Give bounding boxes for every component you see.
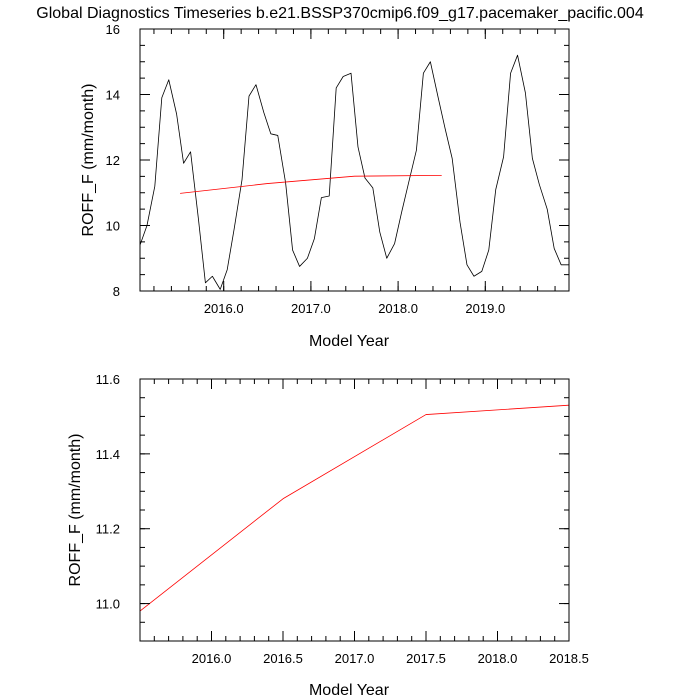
bottom-plot-frame bbox=[139, 378, 570, 642]
top-y-tick-label: 14 bbox=[106, 88, 120, 103]
bottom-x-tick-label: 2016.5 bbox=[263, 651, 303, 666]
bottom-x-tick-label: 2017.0 bbox=[335, 651, 375, 666]
bottom-x-tick-label: 2018.5 bbox=[549, 651, 589, 666]
top-series-line-1 bbox=[180, 174, 442, 194]
top-panel: 2016.0 2017.0 2018.0 2019.0 8 10 12 14 16 Model… bbox=[80, 22, 570, 350]
top-x-tick-label: 2019.0 bbox=[465, 301, 505, 316]
top-y-tick-label: 16 bbox=[106, 22, 120, 37]
bottom-series-line-0 bbox=[139, 404, 570, 612]
top-y-tick-label: 8 bbox=[113, 284, 120, 299]
top-plot-frame bbox=[139, 28, 570, 292]
chart-title: Global Diagnostics Timeseries b.e21.BSSP… bbox=[36, 5, 644, 22]
bottom-x-tick-label: 2018.0 bbox=[478, 651, 518, 666]
bottom-panel: 2016.0 2016.5 2017.0 2017.5 2018.0 2018.5 11.… bbox=[67, 372, 589, 699]
top-y-tick-label: 10 bbox=[106, 219, 120, 234]
bottom-y-axis-label: ROFF_F (mm/month) bbox=[67, 434, 84, 587]
top-y-axis-label: ROFF_F (mm/month) bbox=[80, 84, 97, 237]
bottom-x-ticks: 2016.0 2016.5 2017.0 2017.5 2018.0 2018.5 bbox=[192, 379, 589, 666]
bottom-y-tick-label: 11.6 bbox=[96, 372, 120, 387]
top-y-tick-label: 12 bbox=[106, 153, 120, 168]
top-x-axis-label: Model Year bbox=[309, 333, 390, 350]
bottom-x-tick-label: 2017.5 bbox=[406, 651, 446, 666]
top-series bbox=[139, 54, 569, 290]
bottom-y-tick-label: 11.0 bbox=[96, 597, 120, 612]
bottom-x-tick-label: 2016.0 bbox=[192, 651, 232, 666]
top-series-line-0 bbox=[139, 54, 569, 290]
top-minor-ticks bbox=[140, 28, 569, 292]
bottom-series bbox=[139, 404, 570, 612]
top-x-tick-label: 2016.0 bbox=[204, 301, 244, 316]
top-x-ticks: 2016.0 2017.0 2018.0 2019.0 bbox=[204, 29, 505, 316]
bottom-minor-ticks bbox=[139, 378, 570, 642]
bottom-y-tick-label: 11.4 bbox=[96, 447, 120, 462]
top-y-ticks: 8 10 12 14 16 bbox=[106, 22, 569, 299]
top-x-tick-label: 2018.0 bbox=[378, 301, 418, 316]
bottom-y-tick-label: 11.2 bbox=[96, 522, 120, 537]
bottom-y-ticks: 11.0 11.2 11.4 11.6 bbox=[96, 372, 569, 612]
top-x-tick-label: 2017.0 bbox=[291, 301, 331, 316]
bottom-x-axis-label: Model Year bbox=[309, 682, 390, 699]
